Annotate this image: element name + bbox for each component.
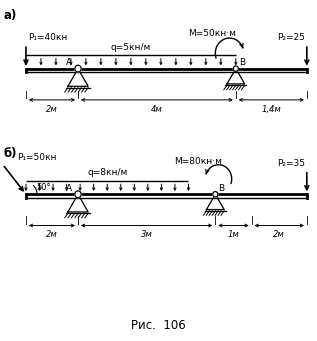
Circle shape	[75, 65, 81, 72]
Text: 4м: 4м	[151, 105, 163, 114]
Text: B: B	[218, 184, 224, 193]
Circle shape	[233, 66, 238, 71]
Text: 2м: 2м	[46, 105, 58, 114]
Text: M=80кн·м: M=80кн·м	[174, 157, 222, 166]
Text: P₁=40кн: P₁=40кн	[29, 33, 68, 42]
Text: 50°: 50°	[36, 182, 51, 192]
Text: q=5кн/м: q=5кн/м	[111, 43, 151, 51]
Text: 1,4м: 1,4м	[262, 105, 281, 114]
Text: P₁=50кн: P₁=50кн	[17, 153, 56, 162]
Text: 1м: 1м	[228, 230, 239, 239]
Text: Рис.  106: Рис. 106	[131, 319, 186, 332]
Text: A: A	[66, 58, 72, 67]
Text: a): a)	[4, 9, 17, 22]
Text: M=50кн·м: M=50кн·м	[189, 29, 236, 38]
Text: 2м: 2м	[273, 230, 285, 239]
Text: б): б)	[4, 147, 17, 160]
Text: P₂=35: P₂=35	[277, 159, 305, 168]
Circle shape	[213, 192, 218, 197]
Text: 3м: 3м	[141, 230, 152, 239]
Text: A: A	[66, 184, 72, 193]
Text: B: B	[239, 58, 245, 67]
Text: q=8кн/м: q=8кн/м	[87, 168, 127, 177]
Circle shape	[75, 191, 81, 198]
Text: P₂=25: P₂=25	[277, 33, 305, 42]
Text: 2м: 2м	[46, 230, 58, 239]
